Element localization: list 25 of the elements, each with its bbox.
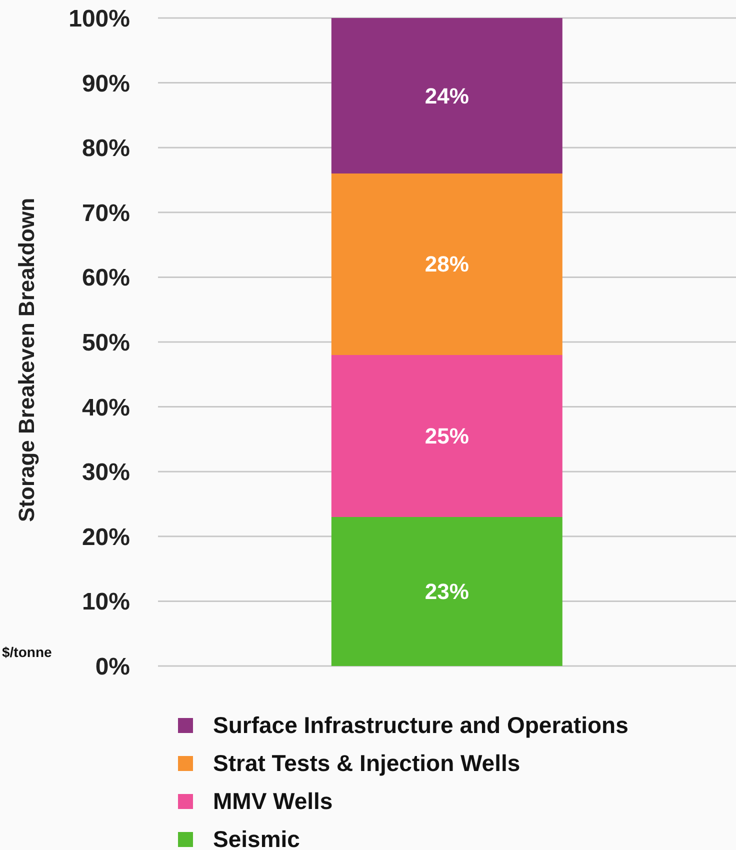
y-tick-label: 90% [82,70,130,98]
y-tick-label: 100% [68,6,130,33]
legend-label: Seismic [213,826,300,850]
y-tick-label: 50% [82,330,130,357]
y-tick-label: 10% [82,588,130,616]
y-tick-label: 80% [82,135,130,162]
y-tick-label: 40% [82,394,130,422]
y-tick-label: 70% [82,200,130,227]
y-axis-title: Storage Breakeven Breakdown [14,198,39,522]
y-tick-label: 30% [82,459,130,486]
legend-label: MMV Wells [213,788,333,814]
text: 28% [424,252,469,277]
bar [331,354,562,517]
text: $/tonne [2,644,52,660]
y-tick-label: 20% [82,524,130,551]
legend-label: Strat Tests & Injection Wells [213,750,520,776]
legend-label: Surface Infrastructure and Operations [213,712,628,738]
text: 25% [424,423,469,448]
bar [331,174,562,355]
y-tick-label: 60% [82,264,130,292]
bar [331,516,562,666]
y-tick-label: 0% [95,654,130,681]
text: 23% [424,578,469,604]
bar [331,18,562,174]
text: 24% [424,83,469,108]
